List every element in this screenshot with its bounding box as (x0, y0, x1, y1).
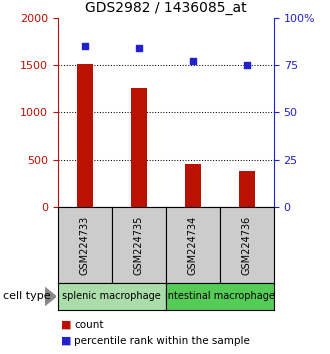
Point (136, 45, 142, 51)
Title: GDS2982 / 1436085_at: GDS2982 / 1436085_at (85, 1, 247, 15)
Text: ■: ■ (61, 336, 72, 346)
Bar (131, 88, 147, 207)
Text: splenic macrophage: splenic macrophage (62, 291, 161, 302)
Point (190, 58, 195, 64)
Point (244, 62, 249, 68)
Text: ■: ■ (61, 320, 72, 330)
Text: percentile rank within the sample: percentile rank within the sample (74, 336, 250, 346)
Text: GSM224735: GSM224735 (134, 216, 144, 275)
Text: intestinal macrophage: intestinal macrophage (165, 291, 275, 302)
Point (82, 43, 87, 49)
Text: GSM224734: GSM224734 (188, 216, 198, 275)
Bar (77, 64, 93, 207)
Text: count: count (74, 320, 104, 330)
Bar (239, 171, 255, 207)
Polygon shape (45, 287, 56, 306)
Text: GSM224736: GSM224736 (242, 216, 252, 275)
Text: cell type: cell type (3, 291, 51, 302)
Bar (185, 164, 201, 207)
Text: GSM224733: GSM224733 (80, 216, 90, 275)
